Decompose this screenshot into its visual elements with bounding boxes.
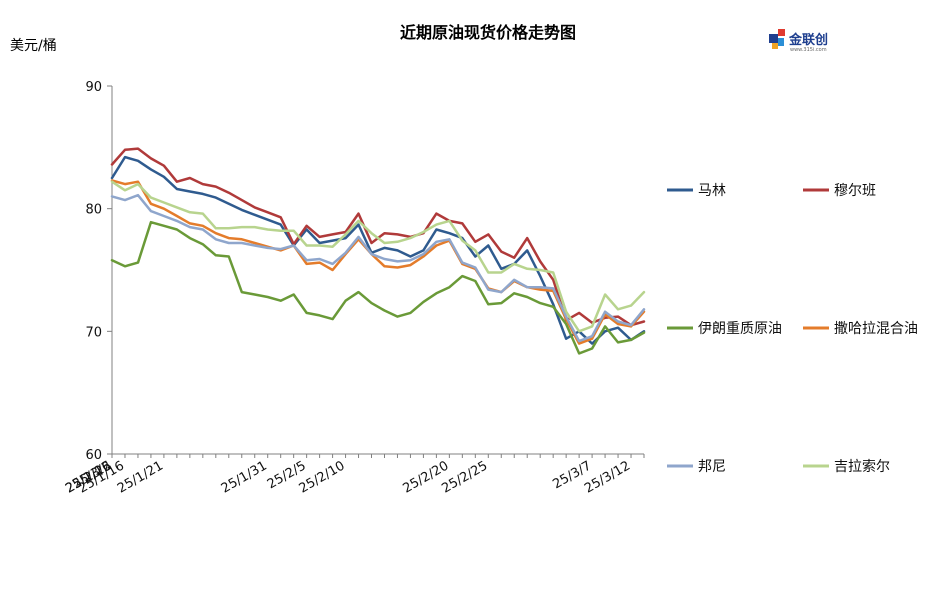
logo-mark-icon	[769, 29, 785, 49]
logo-text: 金联创	[788, 32, 828, 48]
series-line-4	[110, 179, 646, 345]
series-line-3	[110, 220, 646, 355]
y-tick-label: 60	[85, 448, 102, 463]
y-tick-label: 80	[85, 203, 102, 218]
legend-label: 吉拉索尔	[834, 458, 890, 475]
legend-label: 马林	[698, 183, 726, 199]
logo-subtext: www.315i.com	[790, 47, 827, 53]
series-line-6	[110, 180, 646, 333]
legend-label: 撒哈拉混合油	[834, 321, 918, 337]
legend-label: 伊朗重质原油	[698, 321, 782, 337]
series-layer	[110, 147, 646, 355]
legend-label: 邦尼	[698, 459, 726, 475]
y-axis-unit: 美元/桶	[10, 38, 57, 54]
chart-title: 近期原油现货价格走势图	[400, 23, 576, 42]
x-tick-label: 25/1/31	[219, 458, 270, 496]
series-line-5	[110, 193, 646, 343]
logo: 金联创 www.315i.com	[769, 29, 828, 53]
y-tick-label: 90	[85, 80, 102, 95]
legend-label: 穆尔班	[834, 183, 876, 199]
y-tick-label: 70	[85, 325, 102, 340]
